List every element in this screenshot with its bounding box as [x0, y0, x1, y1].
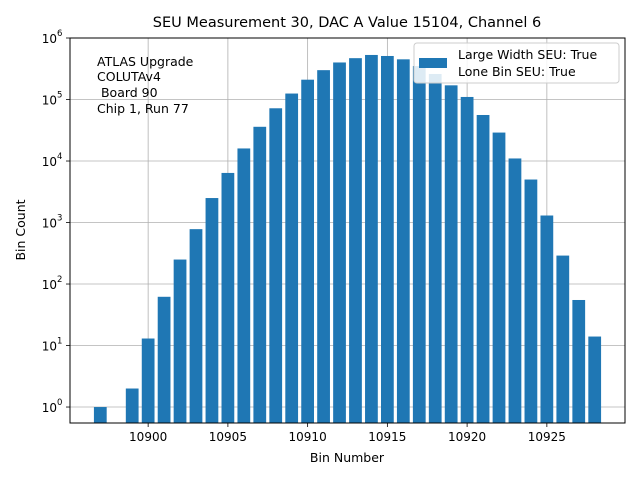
- bar: [237, 148, 251, 424]
- bar: [285, 93, 299, 424]
- bar: [476, 114, 490, 424]
- y-tick-label: 10: [42, 32, 57, 46]
- bar: [380, 55, 394, 424]
- bar: [540, 215, 554, 423]
- plot-frame: [69, 37, 626, 424]
- bar: [460, 96, 474, 424]
- bar: [317, 70, 330, 424]
- bar: [205, 198, 219, 423]
- y-tick-label: 10: [42, 155, 57, 169]
- bar: [588, 336, 602, 423]
- bar: [221, 172, 235, 423]
- y-tick-label: 10: [42, 278, 57, 292]
- y-tick-exponent: 3: [57, 214, 62, 224]
- annotation-line-2: COLUTAv4: [97, 69, 161, 84]
- bar: [93, 407, 107, 423]
- annotation-line-3: Board 90: [97, 85, 158, 100]
- y-tick-exponent: 5: [57, 91, 62, 101]
- bar: [492, 132, 506, 423]
- legend-entry-2: Lone Bin SEU: True: [458, 64, 576, 79]
- chart-title: SEU Measurement 30, DAC A Value 15104, C…: [153, 15, 541, 31]
- bar: [412, 66, 426, 423]
- y-tick-label: 10: [42, 94, 57, 108]
- x-axis-label: Bin Number: [310, 450, 385, 465]
- y-tick-label: 10: [42, 401, 57, 415]
- annotation-line-1: ATLAS Upgrade: [97, 54, 194, 69]
- bar: [189, 229, 203, 423]
- bar: [253, 126, 267, 423]
- bar: [396, 59, 410, 423]
- bar: [444, 85, 458, 423]
- y-tick-exponent: 4: [57, 152, 62, 162]
- x-axis-ticks: 10900 10905 10910 10915 10920 10925: [129, 423, 566, 444]
- bar: [556, 255, 570, 423]
- x-tick-label: 10905: [209, 430, 247, 444]
- legend-entry-1: Large Width SEU: True: [458, 47, 597, 62]
- x-tick-label: 10900: [129, 430, 167, 444]
- bar: [524, 179, 538, 423]
- x-tick-label: 10920: [448, 430, 486, 444]
- y-tick-exponent: 2: [57, 275, 62, 285]
- bar: [125, 388, 139, 423]
- bar: [349, 58, 362, 424]
- bar: [157, 296, 171, 423]
- bar: [508, 158, 522, 423]
- annotation-line-4: Chip 1, Run 77: [97, 101, 189, 116]
- legend-swatch: [419, 58, 447, 68]
- bar: [301, 79, 315, 423]
- annotation-text: ATLAS Upgrade COLUTAv4 Board 90 Chip 1, …: [97, 54, 194, 116]
- bar: [333, 62, 346, 423]
- y-tick-exponent: 0: [57, 398, 62, 408]
- y-tick-label: 10: [42, 217, 57, 231]
- bar: [572, 299, 586, 423]
- bars: [93, 54, 602, 424]
- legend: Large Width SEU: True Lone Bin SEU: True: [413, 42, 620, 84]
- legend-box: [413, 42, 620, 84]
- y-tick-exponent: 6: [57, 29, 62, 39]
- x-tick-label: 10910: [289, 430, 327, 444]
- y-tick-label: 10: [42, 340, 57, 354]
- x-tick-label: 10925: [528, 430, 566, 444]
- bar: [428, 73, 442, 424]
- bar: [269, 108, 283, 424]
- bar: [173, 259, 187, 423]
- bar: [141, 338, 155, 423]
- x-tick-label: 10915: [368, 430, 406, 444]
- y-tick-exponent: 1: [57, 337, 62, 347]
- y-axis-label: Bin Count: [13, 199, 28, 260]
- bar: [365, 54, 378, 423]
